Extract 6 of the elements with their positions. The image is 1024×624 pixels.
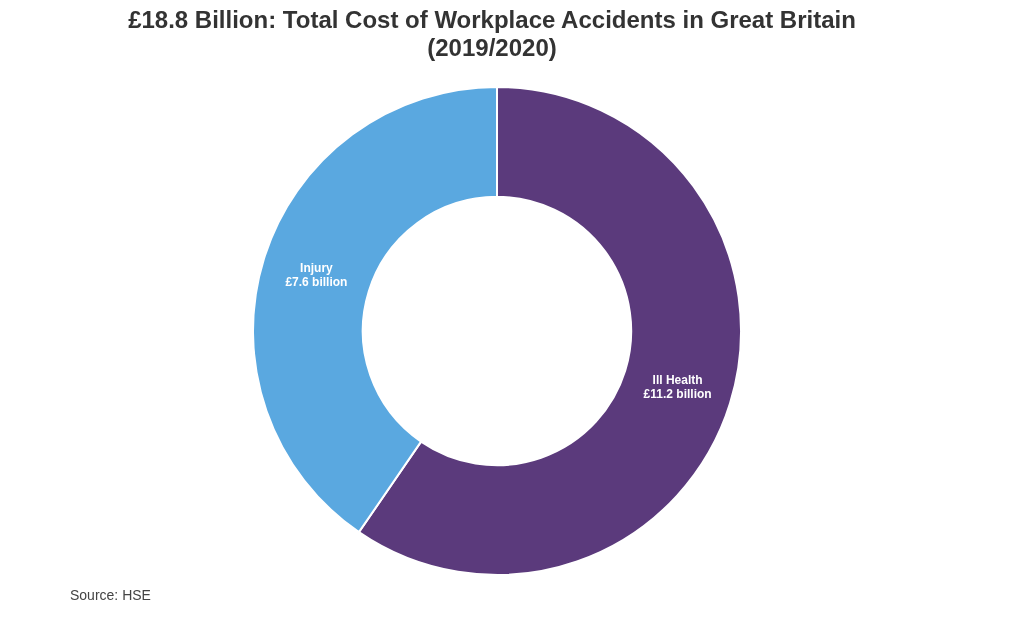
- data-label: £11.2 billion: [643, 387, 712, 402]
- chart-title: £18.8 Billion: Total Cost of Workplace Accidents in Great Britain (2019/2020): [127, 6, 857, 62]
- source-note: Source: HSE: [70, 587, 151, 603]
- data-label: £7.6 billion: [285, 274, 348, 289]
- slice-label: Injury: [300, 260, 334, 275]
- slice-label: Ill Health: [652, 373, 703, 388]
